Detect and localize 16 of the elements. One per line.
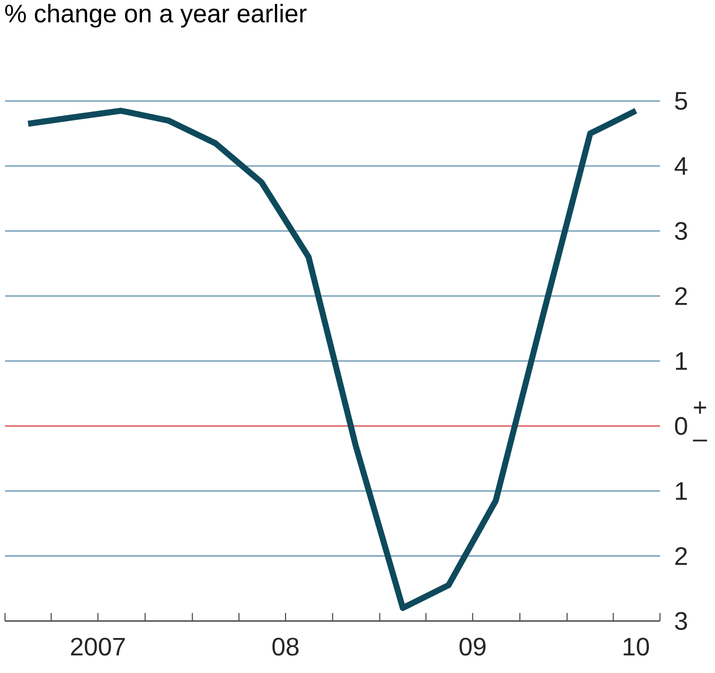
chart-title: % change on a year earlier xyxy=(5,4,307,28)
y-tick-label: 5 xyxy=(675,92,688,110)
y-tick-label: 0 xyxy=(675,417,688,435)
y-tick-label: 1 xyxy=(676,352,687,370)
x-tick-label: 10 xyxy=(624,638,649,656)
y-tick-label: 1 xyxy=(676,482,687,500)
x-tick-label: 08 xyxy=(272,638,299,656)
y-tick-label: 3 xyxy=(675,612,688,630)
x-tick-label: 09 xyxy=(460,638,486,656)
y-tick-label: 2 xyxy=(675,547,687,565)
y-tick-label: 3 xyxy=(675,222,688,240)
text: – xyxy=(692,440,708,442)
text: + xyxy=(694,401,706,414)
y-tick-label: 2 xyxy=(675,287,687,305)
y-tick-label: 4 xyxy=(674,157,688,175)
x-tick-label: 2007 xyxy=(71,638,125,656)
